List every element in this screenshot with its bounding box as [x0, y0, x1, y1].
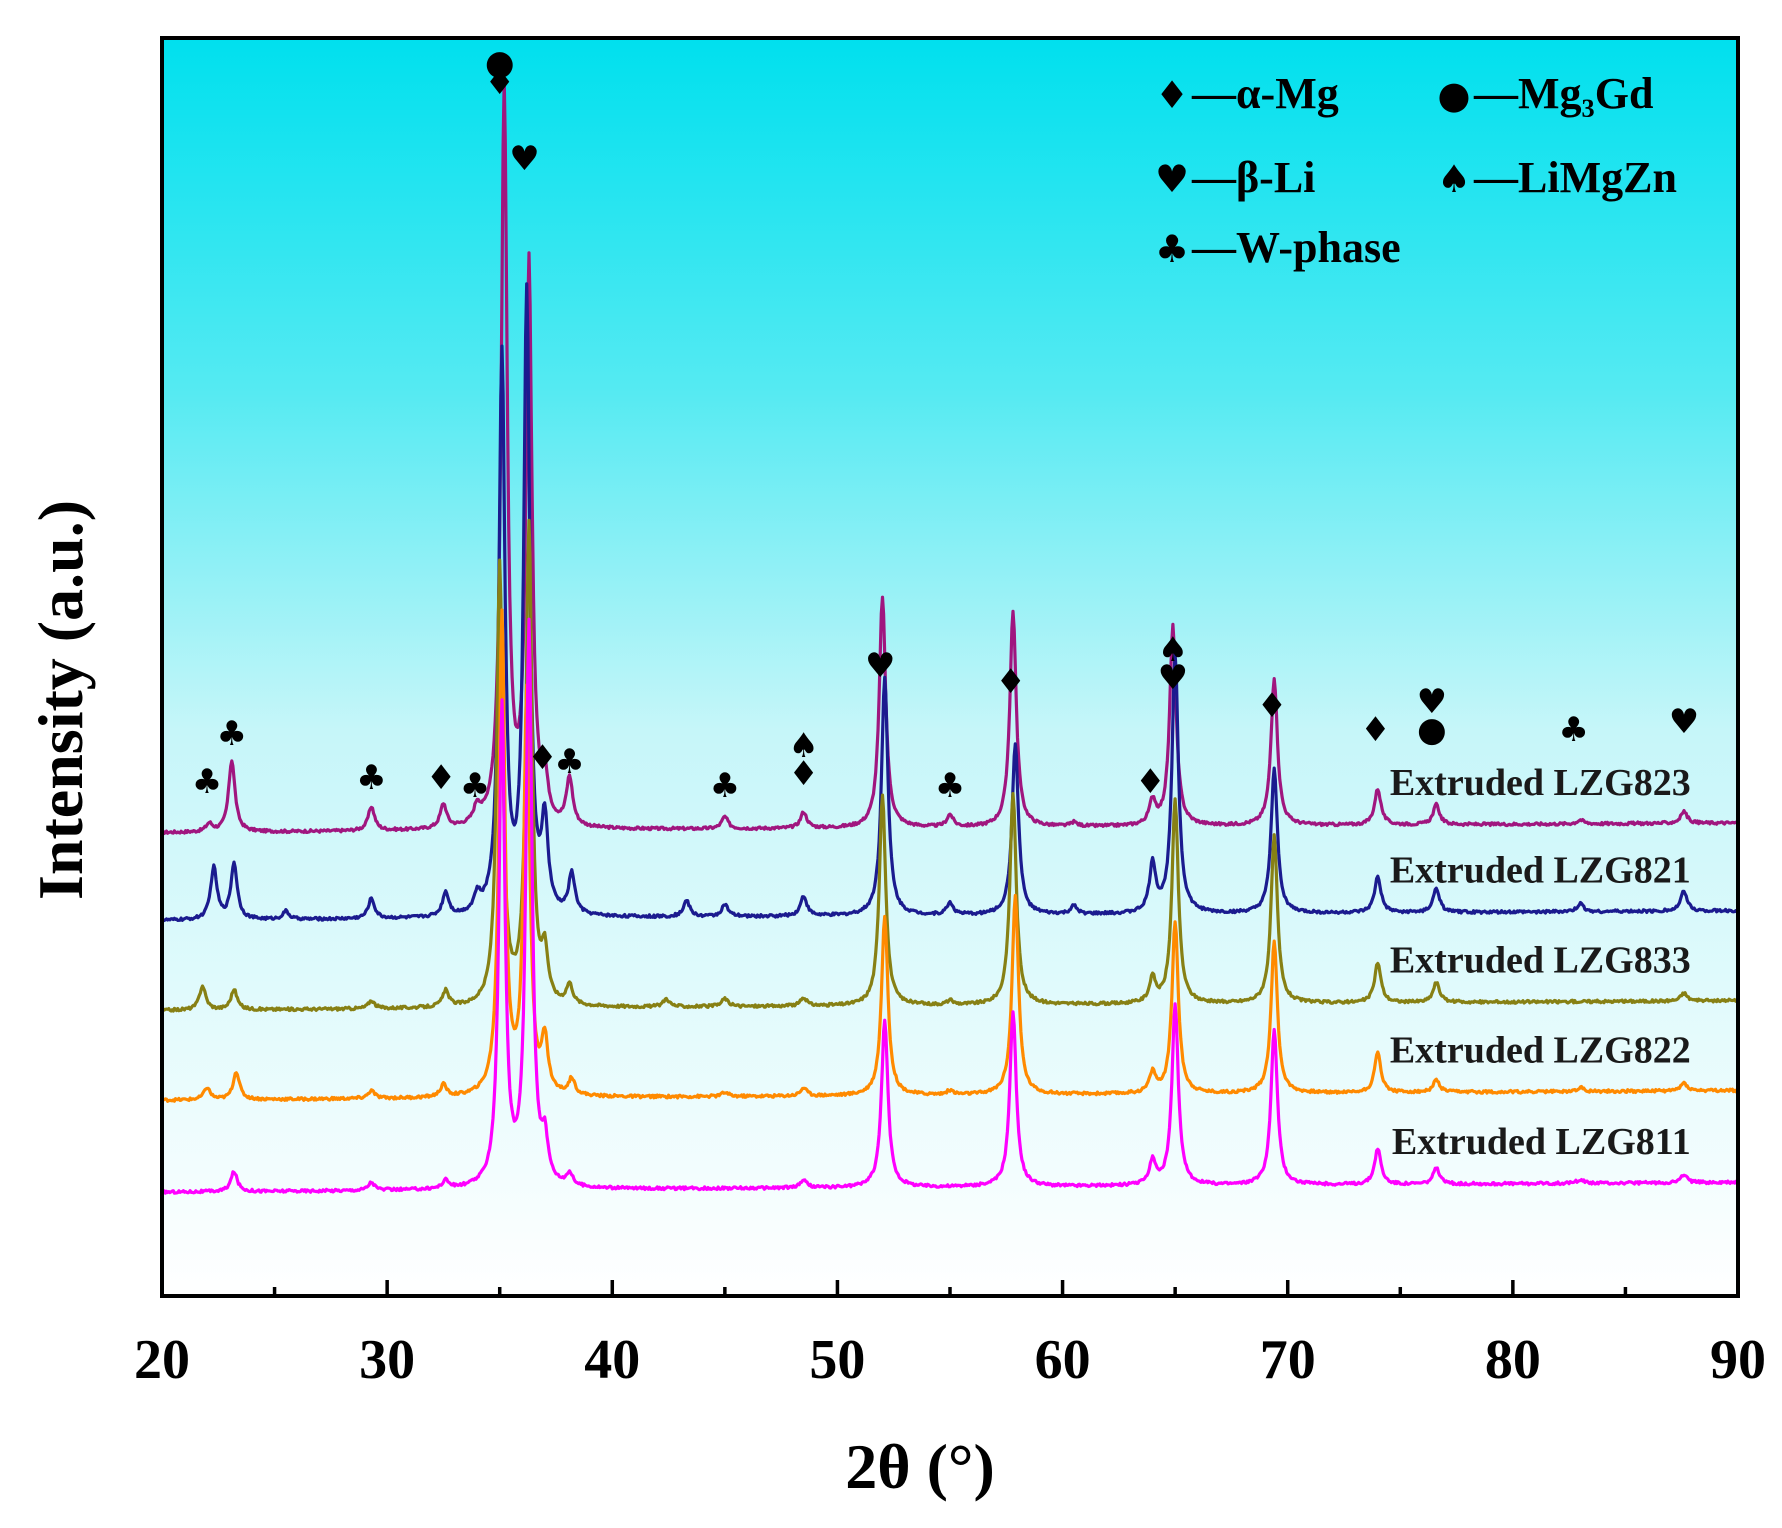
phase-marker: ♥	[1669, 702, 1699, 742]
phase-marker: ♦	[484, 63, 514, 103]
series-label-lzg823: Extruded LZG823	[1390, 762, 1691, 804]
x-tick-label: 80	[1485, 1329, 1541, 1391]
phase-marker: ♣	[554, 742, 584, 782]
legend-entry: ● —Mg₃Gd	[1437, 69, 1653, 118]
phase-marker: ♦	[1360, 710, 1390, 750]
phase-marker: ♣	[935, 766, 965, 806]
legend-entry: ♠ —LiMgZn	[1437, 153, 1677, 202]
x-tick-label: 60	[1035, 1329, 1091, 1391]
x-axis-ticks: 20 30 40 50 60 70 80 90	[134, 1280, 1766, 1391]
x-tick-label: 70	[1260, 1329, 1316, 1391]
series-label-lzg833: Extruded LZG833	[1390, 940, 1691, 982]
phase-marker: ♥	[1158, 658, 1188, 698]
legend-symbol: ♠	[1437, 157, 1471, 201]
series-line-lzg823	[162, 77, 1738, 836]
series-line-lzg821	[162, 282, 1738, 923]
phase-marker: ♦	[527, 738, 557, 778]
series-line-lzg833	[162, 518, 1738, 1013]
series-label-lzg811: Extruded LZG811	[1392, 1121, 1691, 1163]
legend: ♦ —α-Mg ● —Mg₃Gd ♥ —β-Li ♠ —LiMgZn ♣ —W-phase	[1155, 69, 1677, 272]
legend-label: —Mg₃Gd	[1473, 69, 1653, 118]
legend-entry: ♣ —W-phase	[1155, 223, 1401, 272]
phase-marker-layer: ♣♣♣ ♦ ♣●♦♥♦♣♣♠♦♥♣♦♦♠♥♦♦♥● ♣ ♥	[192, 43, 1699, 806]
phase-marker: ♣	[356, 758, 386, 798]
phase-marker: ♠	[1158, 630, 1188, 670]
legend-label: —LiMgZn	[1473, 153, 1677, 202]
series-line-lzg822	[162, 608, 1738, 1103]
phase-marker: ♦	[996, 662, 1026, 702]
legend-symbol: ♦	[1155, 73, 1189, 117]
x-tick-label: 20	[134, 1329, 190, 1391]
phase-marker: ♦	[1257, 686, 1287, 726]
x-axis-title: 2θ (°)	[845, 1431, 995, 1502]
y-axis-title: Intensity (a.u.)	[25, 500, 96, 900]
phase-marker: ♣	[1558, 710, 1588, 750]
phase-marker: ♣	[460, 766, 490, 806]
legend-label: —α-Mg	[1191, 69, 1339, 118]
series-label-lzg821: Extruded LZG821	[1390, 850, 1691, 892]
legend-symbol: ●	[1437, 73, 1470, 117]
x-tick-label: 90	[1710, 1329, 1766, 1391]
phase-marker: ♥	[1417, 682, 1447, 722]
legend-symbol: ♣	[1155, 227, 1189, 271]
phase-marker: ♦	[426, 758, 456, 798]
series-label-layer: Extruded LZG823 Extruded LZG821 Extruded L…	[1390, 762, 1691, 1163]
phase-marker: ●	[485, 43, 515, 83]
phase-marker: ♦	[1135, 762, 1165, 802]
phase-marker: ♠	[788, 726, 818, 766]
phase-marker: ♣	[192, 762, 222, 802]
series-line-lzg811	[162, 617, 1738, 1195]
legend-entry: ♦ —α-Mg	[1155, 69, 1339, 118]
phase-marker: ♣	[710, 766, 740, 806]
x-tick-label: 40	[584, 1329, 640, 1391]
legend-entry: ♥ —β-Li	[1155, 153, 1315, 202]
legend-symbol: ♥	[1155, 157, 1189, 201]
phase-marker: ●	[1417, 710, 1447, 750]
legend-label: —β-Li	[1191, 153, 1315, 202]
series-layer	[162, 77, 1738, 1195]
phase-marker: ♦	[788, 754, 818, 794]
x-tick-label: 50	[809, 1329, 865, 1391]
phase-marker: ♥	[509, 139, 539, 179]
phase-marker: ♥	[865, 646, 895, 686]
phase-marker: ♣	[217, 714, 247, 754]
x-tick-label: 30	[359, 1329, 415, 1391]
series-label-lzg822: Extruded LZG822	[1390, 1029, 1691, 1071]
plot-background	[162, 38, 1738, 1296]
legend-label: —W-phase	[1191, 223, 1401, 272]
